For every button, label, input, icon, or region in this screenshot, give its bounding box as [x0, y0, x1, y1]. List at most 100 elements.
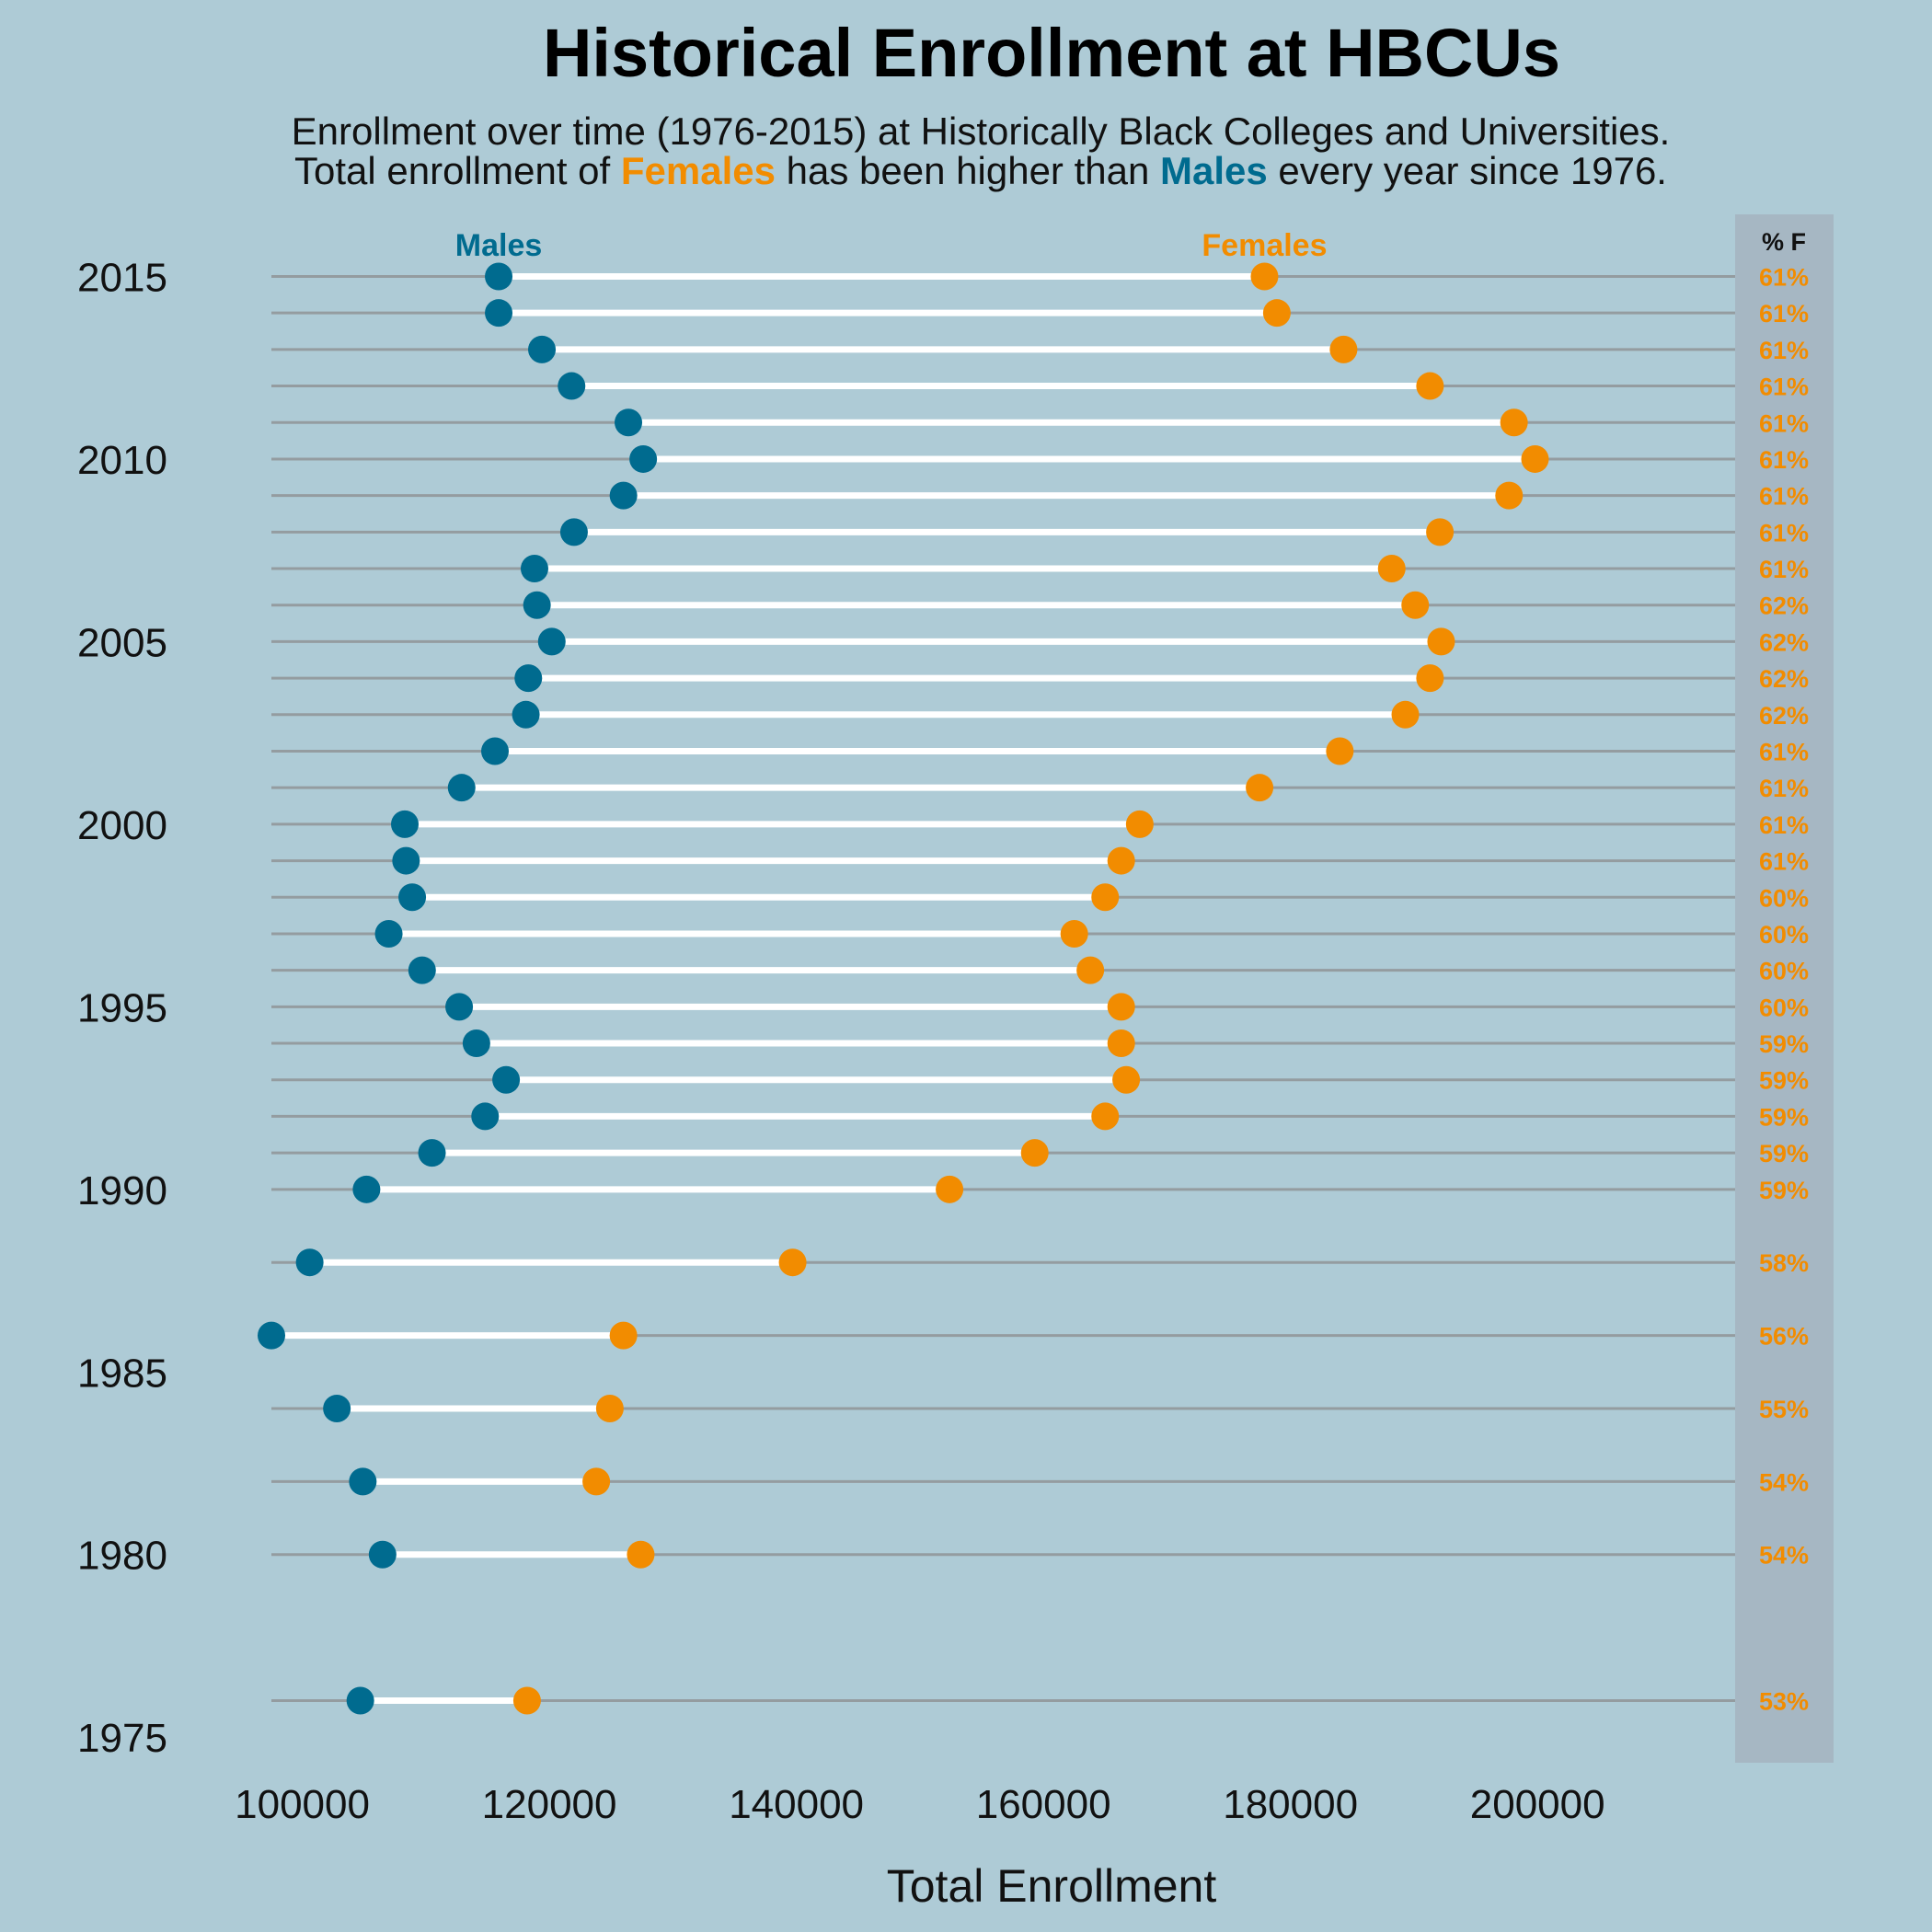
percent-female-panel [1735, 214, 1834, 1763]
male-point [462, 1029, 490, 1058]
female-point [1521, 444, 1549, 473]
percent-female-label: 61% [1759, 811, 1809, 839]
male-point [471, 1102, 500, 1131]
percent-female-label: 61% [1759, 848, 1809, 876]
y-tick-label: 1985 [77, 1351, 167, 1396]
percent-female-label: 59% [1759, 1030, 1809, 1058]
male-point [447, 774, 476, 802]
males-series-label: Males [455, 228, 543, 263]
y-tick-label: 1980 [77, 1534, 167, 1579]
subtitle-part1: Total enrollment of [294, 149, 621, 192]
male-point [323, 1394, 351, 1422]
x-tick-label: 180000 [1223, 1782, 1358, 1827]
female-point [1107, 846, 1135, 875]
percent-female-label: 60% [1759, 884, 1809, 912]
percent-female-label: 56% [1759, 1323, 1809, 1351]
female-point [1262, 299, 1291, 328]
percent-female-label: 61% [1759, 775, 1809, 802]
female-point [1107, 993, 1135, 1021]
male-point [258, 1321, 285, 1350]
male-point [523, 591, 551, 619]
subtitle-part2: has been higher than [776, 149, 1160, 192]
male-point [368, 1540, 397, 1569]
x-tick-label: 140000 [729, 1782, 864, 1827]
female-point [1416, 664, 1444, 693]
percent-female-label: 61% [1759, 263, 1809, 291]
male-point [481, 737, 510, 765]
female-point [1112, 1065, 1141, 1094]
female-point [1326, 737, 1354, 765]
female-point [1076, 956, 1105, 984]
percent-female-label: 62% [1759, 628, 1809, 656]
male-point [398, 883, 427, 912]
chart-subtitle-line1: Enrollment over time (1976-2015) at Hist… [292, 109, 1671, 153]
chart-title: Historical Enrollment at HBCUs [543, 15, 1560, 91]
female-point [582, 1467, 611, 1496]
percent-female-label: 60% [1759, 958, 1809, 985]
male-point [609, 481, 638, 510]
percent-female-label: 59% [1759, 1103, 1809, 1131]
y-tick-label: 2015 [77, 255, 167, 300]
male-point [615, 408, 643, 437]
axis-labels: 61% 61% 61% 61% 61% 61% 61% 61% 61% 62% 62% 62% 62% 6… [77, 228, 1809, 1827]
male-point [418, 1139, 446, 1167]
percent-female-label: 62% [1759, 592, 1809, 620]
female-point [1401, 591, 1430, 619]
y-tick-label: 2005 [77, 620, 167, 665]
female-point [595, 1394, 624, 1422]
percent-female-label: 58% [1759, 1249, 1809, 1277]
male-point [528, 335, 557, 363]
y-tick-label: 1990 [77, 1168, 167, 1213]
x-tick-label: 120000 [482, 1782, 617, 1827]
female-point [609, 1321, 638, 1350]
male-point [445, 993, 474, 1021]
percent-female-label: 61% [1759, 556, 1809, 583]
percent-female-label: 54% [1759, 1542, 1809, 1570]
male-point [391, 810, 420, 838]
percent-female-label: 60% [1759, 921, 1809, 949]
percent-female-label: 61% [1759, 738, 1809, 765]
percent-female-label: 61% [1759, 374, 1809, 401]
female-point [1495, 481, 1524, 510]
male-point [485, 299, 513, 328]
percent-female-label: 54% [1759, 1468, 1809, 1496]
female-point [778, 1248, 807, 1277]
percent-female-label: 53% [1759, 1688, 1809, 1716]
female-point [1426, 518, 1455, 546]
female-point [1391, 700, 1420, 729]
female-point [1377, 555, 1406, 583]
percent-female-label: 59% [1759, 1140, 1809, 1167]
female-point [1091, 1102, 1120, 1131]
subtitle-part3: every year since 1976. [1268, 149, 1667, 192]
y-tick-label: 2010 [77, 438, 167, 483]
male-point [558, 372, 586, 400]
male-point [520, 555, 548, 583]
females-series-label: Females [1202, 228, 1327, 263]
male-point [485, 262, 513, 291]
female-point [1125, 810, 1154, 838]
male-point [346, 1686, 374, 1715]
x-tick-label: 200000 [1470, 1782, 1605, 1827]
y-tick-label: 2000 [77, 803, 167, 848]
male-point [629, 444, 658, 473]
x-tick-label: 100000 [235, 1782, 370, 1827]
percent-female-label: 61% [1759, 519, 1809, 546]
percent-female-label: 61% [1759, 446, 1809, 474]
male-point [392, 846, 420, 875]
male-point [537, 627, 566, 656]
male-point [408, 956, 436, 984]
subtitle-males: Males [1160, 149, 1268, 192]
female-point [1091, 883, 1120, 912]
percent-female-label: 60% [1759, 994, 1809, 1021]
percent-female-label: 59% [1759, 1067, 1809, 1095]
percent-female-label: 61% [1759, 337, 1809, 364]
female-point [512, 1686, 541, 1715]
male-point [349, 1467, 377, 1496]
female-point [1250, 262, 1279, 291]
connectors [271, 272, 1535, 1705]
male-point [352, 1175, 381, 1203]
percent-female-label: 59% [1759, 1177, 1809, 1204]
y-tick-label: 1975 [77, 1716, 167, 1761]
percent-female-label: 55% [1759, 1396, 1809, 1423]
chart-subtitle-line2: Total enrollment of Females has been hig… [294, 149, 1667, 192]
